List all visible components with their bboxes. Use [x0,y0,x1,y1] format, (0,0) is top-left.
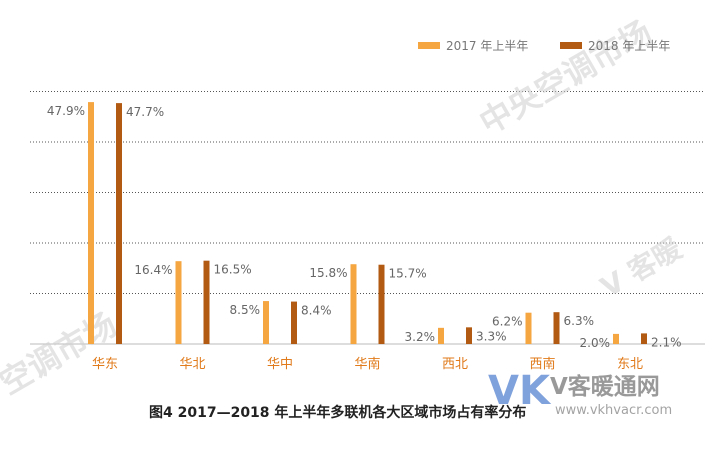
bars [88,102,647,345]
chart-title: 图4 2017—2018 年上半年多联机各大区域市场占有率分布 [149,404,526,421]
watermark-side: V 客暖 [595,231,688,304]
data-label-2018-1: 16.5% [214,263,252,277]
bar-2018-2 [291,301,297,344]
data-label-2017-1: 16.4% [134,263,172,277]
data-label-2017-5: 6.2% [492,315,523,329]
bar-2017-1 [175,261,182,344]
watermark-right: 中央空调市场 [473,13,658,142]
bar-2018-5 [553,312,560,344]
bar-2018-3 [378,264,385,344]
data-label-2017-0: 47.9% [47,104,85,118]
brand-logo: VK [488,368,552,414]
data-label-2018-6: 2.1% [651,335,682,349]
bar-2017-5 [525,312,532,344]
data-label-2018-5: 6.3% [564,314,595,328]
bar-2017-0 [88,102,94,344]
gridlines [30,91,705,294]
x-tick-label-1: 华北 [179,357,205,372]
bar-2017-6 [613,333,619,344]
x-tick-label-0: 华东 [92,357,118,372]
x-tick-label-2: 华中 [267,357,293,372]
data-label-2017-4: 3.2% [405,330,436,344]
legend-swatch-2017 [418,42,440,49]
data-label-2018-3: 15.7% [389,267,427,281]
x-tick-labels: 华东 华北 华中 华南 西北 西南 东北 [92,356,643,372]
bar-2017-4 [438,327,444,344]
data-label-2018-0: 47.7% [126,105,164,119]
data-labels: 47.9% 47.7% 16.4% 16.5% 8.5% 8.4% 15.8% 15.7% 3.… [47,104,682,350]
watermark-left: 空调市场 [0,305,123,402]
x-tick-label-4: 西北 [442,357,468,372]
brand-watermark: VK V客暖通网 www.vkhvacr.com [488,368,672,418]
x-tick-label-3: 华南 [354,356,380,372]
data-label-2018-2: 8.4% [301,304,332,318]
bar-2017-2 [263,301,269,344]
legend-label-2018: 2018 年上半年 [588,39,670,53]
data-label-2017-6: 2.0% [580,336,611,350]
x-tick-label-5: 西南 [529,356,555,372]
data-label-2018-4: 3.3% [476,329,507,343]
bar-2018-6 [641,333,647,344]
bar-2017-3 [350,264,357,344]
legend: 2017 年上半年 2018 年上半年 [418,39,670,53]
x-tick-label-6: 东北 [617,357,643,372]
legend-swatch-2018 [560,42,582,49]
bar-2018-0 [116,103,122,345]
bar-2018-4 [466,327,472,344]
legend-label-2017: 2017 年上半年 [446,39,528,53]
data-label-2017-3: 15.8% [309,266,347,280]
bar-2018-1 [203,260,210,344]
brand-name: V客暖通网 [550,373,660,400]
brand-url: www.vkhvacr.com [555,403,672,418]
data-label-2017-2: 8.5% [230,303,261,317]
